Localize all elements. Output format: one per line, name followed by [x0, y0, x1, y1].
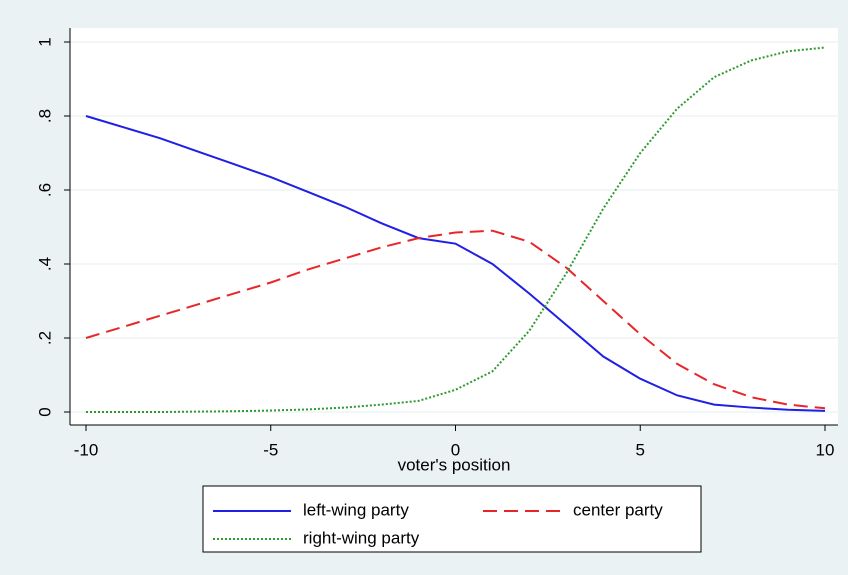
x-tick-label: 5	[636, 440, 645, 459]
legend-label: left-wing party	[303, 500, 409, 519]
legend-label: right-wing party	[303, 528, 420, 547]
legend-label: center party	[573, 500, 663, 519]
y-tick-label: 0	[35, 407, 54, 416]
plot-area	[70, 28, 838, 425]
series-line	[85, 115, 826, 412]
x-tick-label: 0	[451, 440, 460, 459]
x-tick-label: -5	[263, 440, 278, 459]
x-tick-label: -10	[74, 440, 99, 459]
y-tick-label: .6	[35, 183, 54, 197]
y-tick-label: .4	[35, 257, 54, 271]
y-tick-label: .2	[35, 331, 54, 345]
x-axis-label: voter's position	[398, 455, 511, 474]
x-tick-label: 10	[816, 440, 835, 459]
y-tick-label: .8	[35, 109, 54, 123]
series-line	[85, 229, 826, 410]
y-tick-label: 1	[35, 37, 54, 46]
legend-box	[202, 485, 702, 553]
